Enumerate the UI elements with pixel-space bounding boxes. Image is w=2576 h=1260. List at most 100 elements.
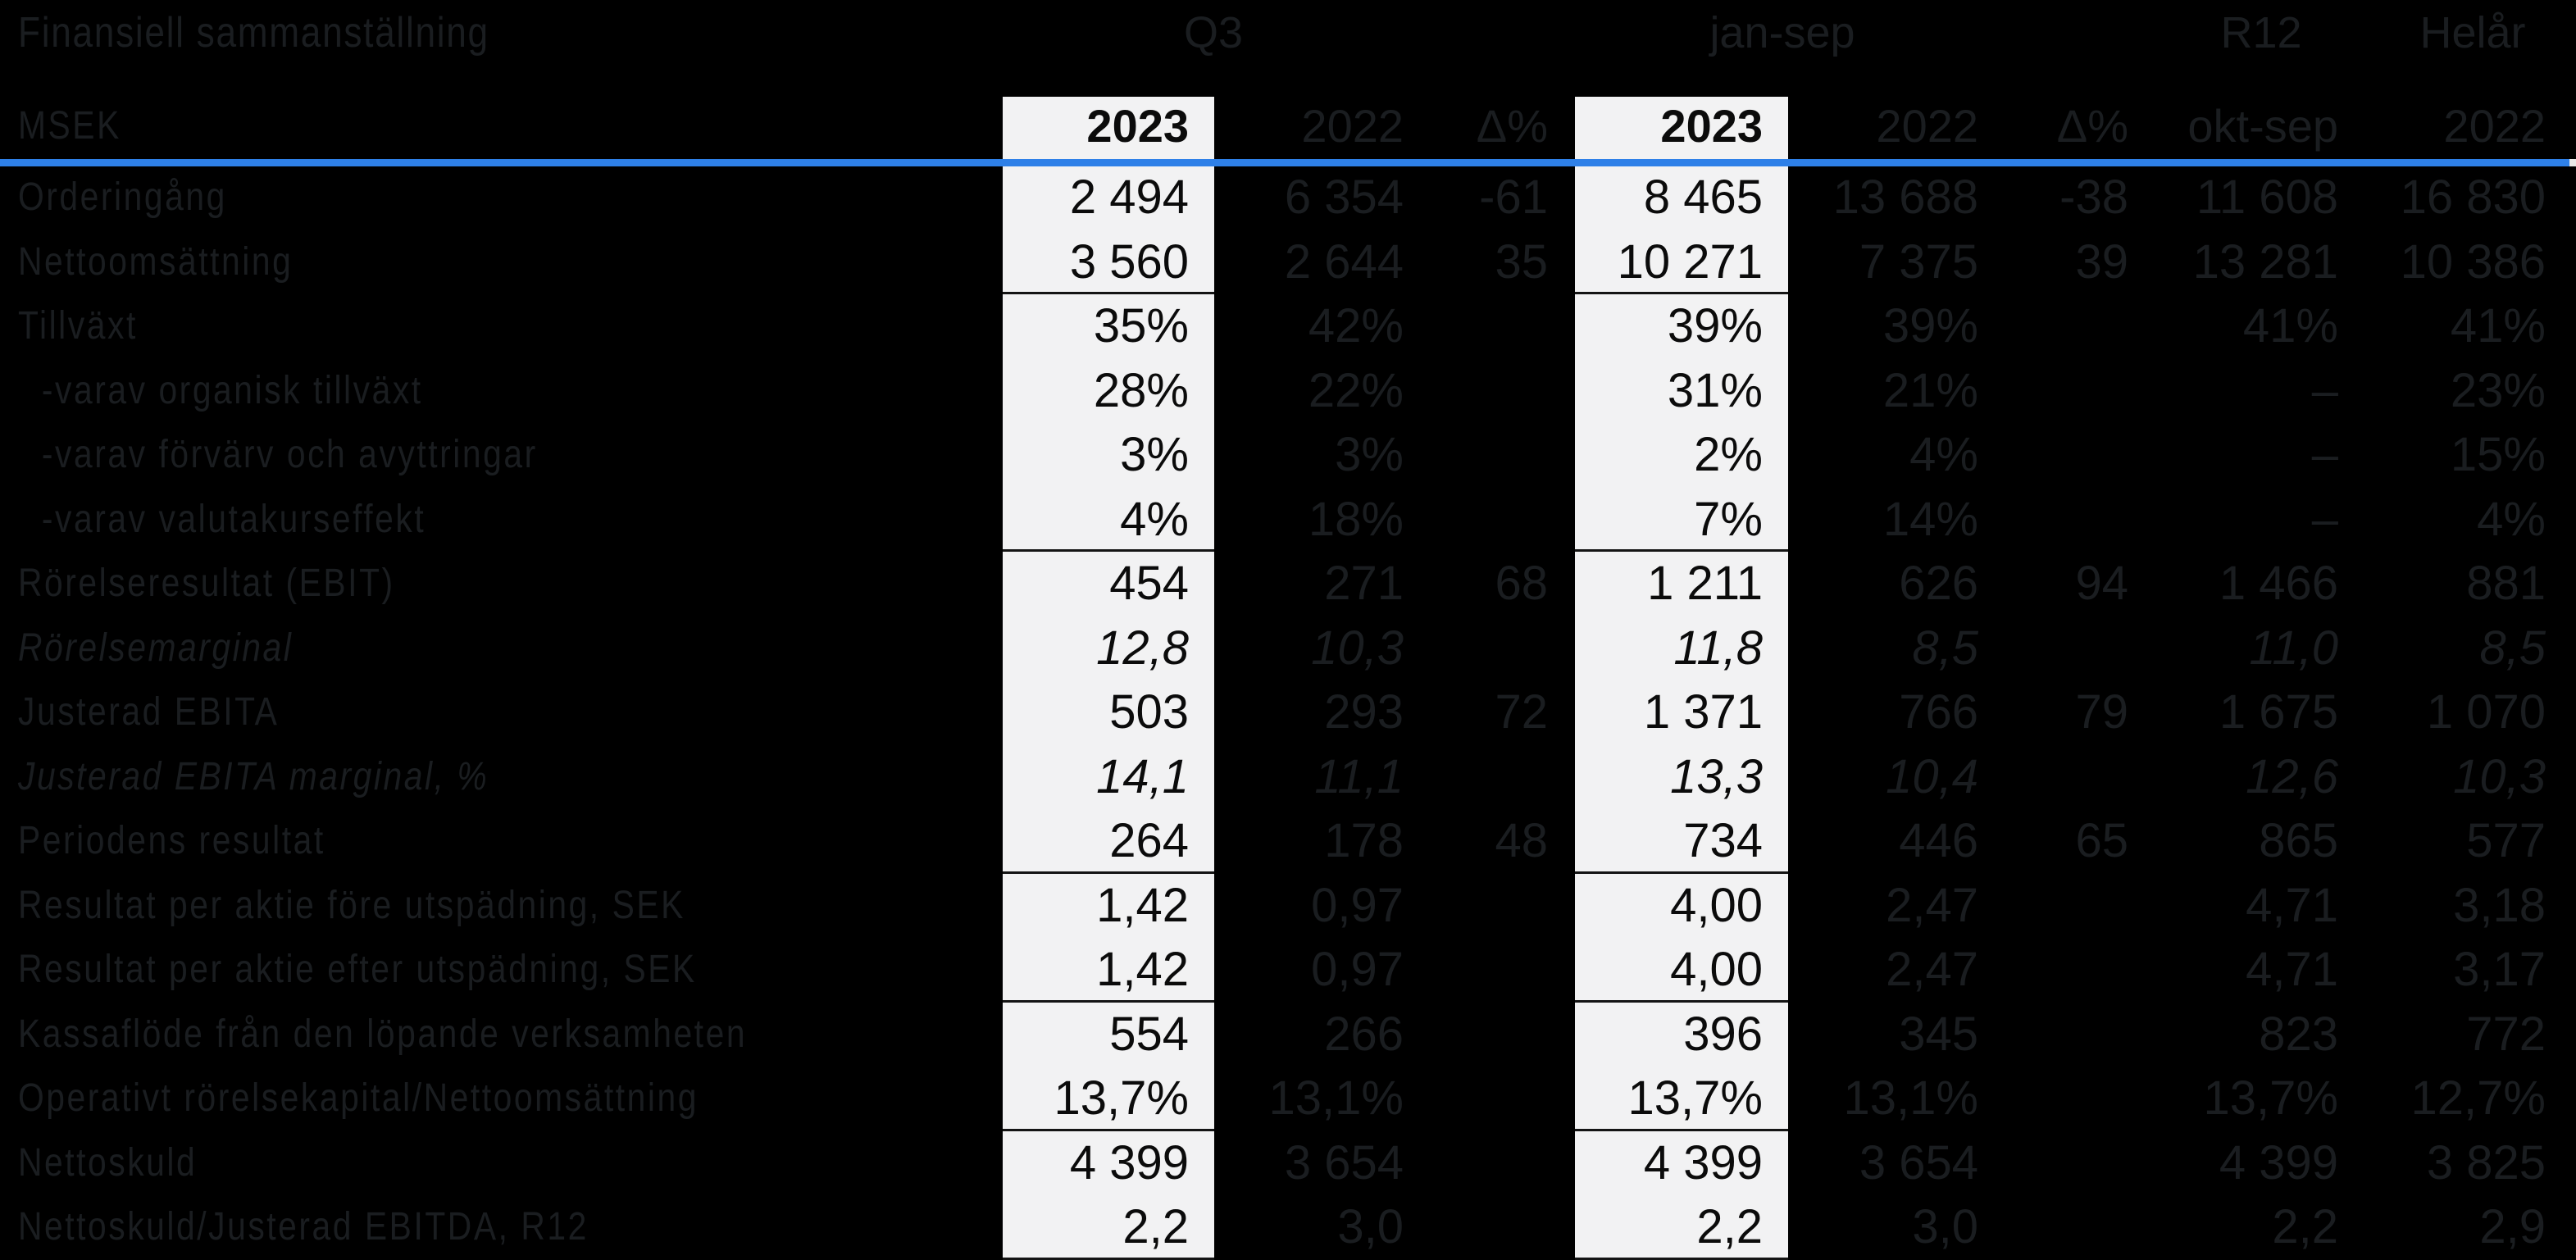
table-row: -varav förvärv och avyttringar 3% 3% 2% 4% – 1… <box>0 423 2576 488</box>
cell-r12-okt-sep: 4 399 <box>2219 1135 2338 1189</box>
cell-helar-2022: 8,5 <box>2479 621 2546 675</box>
cell-helar-2022: 12,7% <box>2410 1071 2546 1125</box>
cell-q3-delta <box>1425 423 1548 488</box>
cell-q3-delta <box>1425 745 1548 810</box>
table-row: Resultat per aktie före utspädning, SEK 1… <box>0 874 2576 939</box>
cell-jansep-2022: 13,1% <box>1843 1071 1978 1125</box>
cell-q3-2022: 3% <box>1335 428 1404 481</box>
cell-jansep-2023: 4,00 <box>1670 878 1763 932</box>
group-separator-line <box>1003 999 1214 1003</box>
cell-jansep-2023: 2% <box>1694 428 1763 481</box>
cell-helar-2022: 15% <box>2450 428 2546 481</box>
cell-jansep-2023: 31% <box>1667 363 1763 417</box>
table-row: Resultat per aktie efter utspädning, SEK… <box>0 938 2576 1003</box>
cell-jansep-2023: 4,00 <box>1670 943 1763 996</box>
row-label: Nettoskuld/Justerad EBITDA, R12 <box>18 1205 589 1249</box>
cell-jansep-2023: 7% <box>1694 492 1763 546</box>
row-label: -varav organisk tillväxt <box>41 368 423 412</box>
column-header-jansep-2022: 2022 <box>1876 100 1978 152</box>
cell-jansep-2022: 626 <box>1899 557 1978 610</box>
cell-jansep-delta: 39 <box>2075 234 2128 289</box>
cell-jansep-2023: 10 271 <box>1617 234 1763 289</box>
cell-q3-2023: 4 399 <box>1069 1135 1189 1189</box>
cell-jansep-2023: 396 <box>1683 1007 1763 1061</box>
table-row: Rörelsemarginal 12,8 10,3 11,8 8,5 11,0 8,5 <box>0 616 2576 681</box>
cell-jansep-2022: 39% <box>1882 299 1978 353</box>
row-label: Justerad EBITA marginal, % <box>18 754 489 798</box>
cell-q3-delta <box>1425 616 1548 681</box>
cell-q3-2023: 14,1 <box>1096 749 1189 803</box>
cell-jansep-delta: 65 <box>2075 814 2128 867</box>
cell-r12-okt-sep: 1 466 <box>2219 557 2338 610</box>
row-label: Orderingång <box>18 175 227 219</box>
group-separator-line <box>1003 549 1214 552</box>
cell-helar-2022: 10,3 <box>2453 749 2546 803</box>
cell-jansep-2023: 13,3 <box>1670 749 1763 803</box>
cell-jansep-2023: 1 371 <box>1643 685 1763 739</box>
cell-q3-2023: 13,7% <box>1054 1071 1189 1125</box>
cell-q3-2022: 6 354 <box>1284 171 1404 224</box>
cell-helar-2022: 3 825 <box>2426 1135 2546 1189</box>
cell-q3-2022: 18% <box>1308 492 1404 546</box>
cell-q3-delta <box>1425 1195 1548 1260</box>
cell-q3-delta <box>1425 488 1548 553</box>
cell-jansep-2022: 21% <box>1882 363 1978 417</box>
row-label: Operativt rörelsekapital/Nettoomsättning <box>18 1076 699 1120</box>
cell-jansep-2022: 345 <box>1899 1007 1978 1061</box>
cell-q3-delta <box>1425 1067 1548 1131</box>
table-row: Operativt rörelsekapital/Nettoomsättning… <box>0 1067 2576 1131</box>
cell-jansep-2023: 1 211 <box>1647 557 1763 610</box>
cell-r12-okt-sep: 4,71 <box>2246 943 2338 996</box>
group-separator-line <box>1575 292 1788 294</box>
row-label: -varav valutakurseffekt <box>41 497 426 541</box>
cell-jansep-2022: 2,47 <box>1886 943 1978 996</box>
group-separator-line <box>1003 292 1214 294</box>
cell-helar-2022: 1 070 <box>2426 685 2546 739</box>
cell-r12-okt-sep: 13 281 <box>2192 234 2338 289</box>
cell-q3-2023: 12,8 <box>1096 621 1189 675</box>
column-group-r12: R12 <box>2220 8 2302 57</box>
column-header-q3-2022: 2022 <box>1301 100 1404 152</box>
row-label: Resultat per aktie efter utspädning, SEK <box>18 948 697 991</box>
cell-q3-2023: 4% <box>1120 492 1189 546</box>
row-label: Rörelseresultat (EBIT) <box>18 562 395 605</box>
table-row: Periodens resultat 264 178 48 734 446 65 865 577 <box>0 809 2576 874</box>
cell-helar-2022: 577 <box>2466 814 2546 867</box>
row-label: Resultat per aktie före utspädning, SEK <box>18 883 685 927</box>
cell-r12-okt-sep: – <box>2311 363 2338 417</box>
cell-helar-2022: 10 386 <box>2400 234 2546 289</box>
cell-q3-2023: 3 560 <box>1069 234 1189 289</box>
header-divider-endcap <box>2569 159 2576 166</box>
cell-q3-delta: 72 <box>1495 685 1548 739</box>
table-row: Tillväxt 35% 42% 39% 39% 41% 41% <box>0 294 2576 359</box>
cell-helar-2022: 3,18 <box>2453 878 2546 932</box>
cell-q3-2023: 3% <box>1120 428 1189 481</box>
column-header-q3-delta: Δ% <box>1476 100 1548 152</box>
row-label: Kassaflöde från den löpande verksamheten <box>18 1012 748 1056</box>
column-header-q3-2023: 2023 <box>1086 100 1189 152</box>
table-row: Nettoomsättning 3 560 2 644 35 10 271 7 375 39… <box>0 230 2576 294</box>
cell-q3-delta <box>1425 1003 1548 1067</box>
cell-r12-okt-sep: 823 <box>2259 1007 2338 1061</box>
cell-q3-2023: 503 <box>1109 685 1189 739</box>
column-group-helar: Helår <box>2419 8 2526 57</box>
table-row: Justerad EBITA 503 293 72 1 371 766 79 1 675 1 0… <box>0 680 2576 745</box>
page-title: Finansiell sammanställning <box>18 9 489 57</box>
cell-jansep-2023: 11,8 <box>1673 621 1763 675</box>
row-label: -varav förvärv och avyttringar <box>41 433 538 476</box>
cell-q3-2022: 0,97 <box>1311 943 1404 996</box>
table-row: Kassaflöde från den löpande verksamheten… <box>0 1003 2576 1067</box>
row-label: Nettoomsättning <box>18 239 294 284</box>
cell-q3-2022: 266 <box>1324 1007 1404 1061</box>
cell-q3-2023: 454 <box>1109 557 1189 610</box>
cell-helar-2022: 23% <box>2450 363 2546 417</box>
cell-r12-okt-sep: 13,7% <box>2203 1071 2338 1125</box>
cell-jansep-2022: 766 <box>1899 685 1978 739</box>
table-row: Orderingång 2 494 6 354 -61 8 465 13 688 -38 11… <box>0 166 2576 230</box>
table-row: Justerad EBITA marginal, % 14,1 11,1 13,3 10… <box>0 745 2576 810</box>
cell-q3-2023: 28% <box>1093 363 1189 417</box>
cell-q3-delta: 68 <box>1495 557 1548 610</box>
cell-jansep-2023: 734 <box>1683 814 1763 867</box>
cell-q3-2023: 1,42 <box>1096 943 1189 996</box>
